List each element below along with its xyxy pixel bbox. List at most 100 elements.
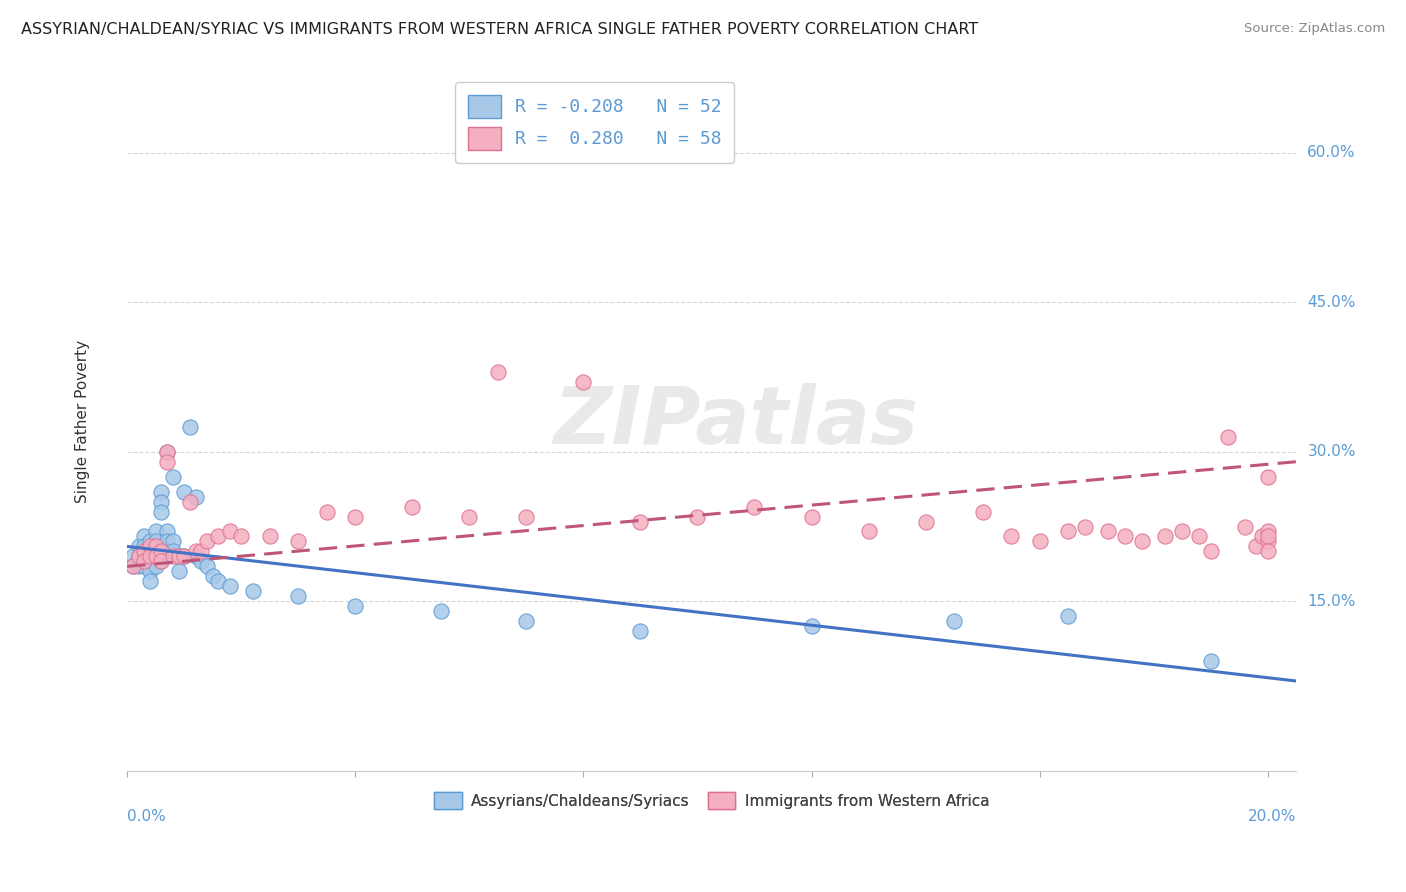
Text: ZIPatlas: ZIPatlas (553, 383, 918, 461)
Point (1199, 654, 1222, 668)
Point (162, 469, 184, 483)
Point (1257, 524, 1279, 539)
Point (1171, 524, 1194, 539)
Point (139, 554, 162, 568)
Point (242, 584, 264, 599)
Point (145, 540, 167, 554)
Point (1257, 469, 1279, 483)
Point (1251, 529, 1274, 543)
Point (167, 565, 190, 579)
Point (150, 554, 173, 568)
Point (156, 524, 179, 539)
Point (572, 375, 595, 389)
Point (1074, 519, 1097, 533)
Point (150, 554, 173, 568)
Point (1057, 524, 1080, 539)
Point (1199, 544, 1222, 558)
Point (628, 624, 651, 639)
Point (122, 559, 145, 574)
Point (218, 524, 240, 539)
Point (145, 534, 167, 549)
Point (190, 554, 212, 568)
Point (344, 509, 367, 524)
Point (139, 540, 162, 554)
Point (430, 604, 453, 618)
Text: Source: ZipAtlas.com: Source: ZipAtlas.com (1244, 22, 1385, 36)
Point (287, 589, 309, 603)
Point (858, 524, 880, 539)
Point (156, 455, 179, 469)
Text: 15.0%: 15.0% (1308, 594, 1355, 608)
Point (128, 549, 150, 564)
Point (128, 559, 150, 574)
Point (315, 504, 337, 518)
Point (943, 614, 966, 628)
Text: 60.0%: 60.0% (1308, 145, 1355, 161)
Point (156, 444, 179, 458)
Point (914, 515, 936, 529)
Point (686, 509, 709, 524)
Point (972, 504, 994, 518)
Point (139, 574, 162, 589)
Point (628, 515, 651, 529)
Point (1257, 534, 1279, 549)
Point (207, 529, 229, 543)
Point (139, 544, 162, 558)
Point (145, 524, 167, 539)
Point (515, 614, 537, 628)
Point (800, 619, 823, 633)
Point (231, 529, 253, 543)
Text: ASSYRIAN/CHALDEAN/SYRIAC VS IMMIGRANTS FROM WESTERN AFRICA SINGLE FATHER POVERTY: ASSYRIAN/CHALDEAN/SYRIAC VS IMMIGRANTS F… (21, 22, 979, 37)
Point (1130, 534, 1153, 549)
Legend: Assyrians/Chaldeans/Syriacs, Immigrants from Western Africa: Assyrians/Chaldeans/Syriacs, Immigrants … (429, 786, 995, 815)
Point (145, 549, 167, 564)
Point (1028, 534, 1050, 549)
Point (744, 500, 766, 514)
Point (122, 549, 145, 564)
Text: 0.0%: 0.0% (127, 809, 166, 824)
Point (1188, 529, 1211, 543)
Point (139, 534, 162, 549)
Point (128, 540, 150, 554)
Point (134, 540, 156, 554)
Point (150, 544, 173, 558)
Point (1000, 529, 1022, 543)
Text: 20.0%: 20.0% (1249, 809, 1296, 824)
Point (195, 559, 218, 574)
Point (162, 534, 184, 549)
Point (162, 544, 184, 558)
Point (150, 544, 173, 558)
Point (1097, 524, 1119, 539)
Point (401, 500, 423, 514)
Point (139, 565, 162, 579)
Point (800, 509, 823, 524)
Point (134, 529, 156, 543)
Point (128, 549, 150, 564)
Point (344, 599, 367, 614)
Point (515, 509, 537, 524)
Point (207, 574, 229, 589)
Point (458, 509, 481, 524)
Point (1216, 430, 1239, 444)
Point (1257, 529, 1279, 543)
Text: Single Father Poverty: Single Father Poverty (76, 340, 90, 503)
Point (259, 529, 281, 543)
Text: 30.0%: 30.0% (1308, 444, 1355, 459)
Point (162, 549, 184, 564)
Point (139, 549, 162, 564)
Point (1233, 519, 1256, 533)
Point (184, 544, 207, 558)
Point (145, 549, 167, 564)
Point (150, 494, 173, 508)
Text: 45.0%: 45.0% (1308, 294, 1355, 310)
Point (150, 504, 173, 518)
Point (1246, 540, 1268, 554)
Point (184, 549, 207, 564)
Point (145, 559, 167, 574)
Point (134, 559, 156, 574)
Point (156, 534, 179, 549)
Point (1114, 529, 1136, 543)
Point (218, 579, 240, 593)
Point (173, 549, 195, 564)
Point (156, 444, 179, 458)
